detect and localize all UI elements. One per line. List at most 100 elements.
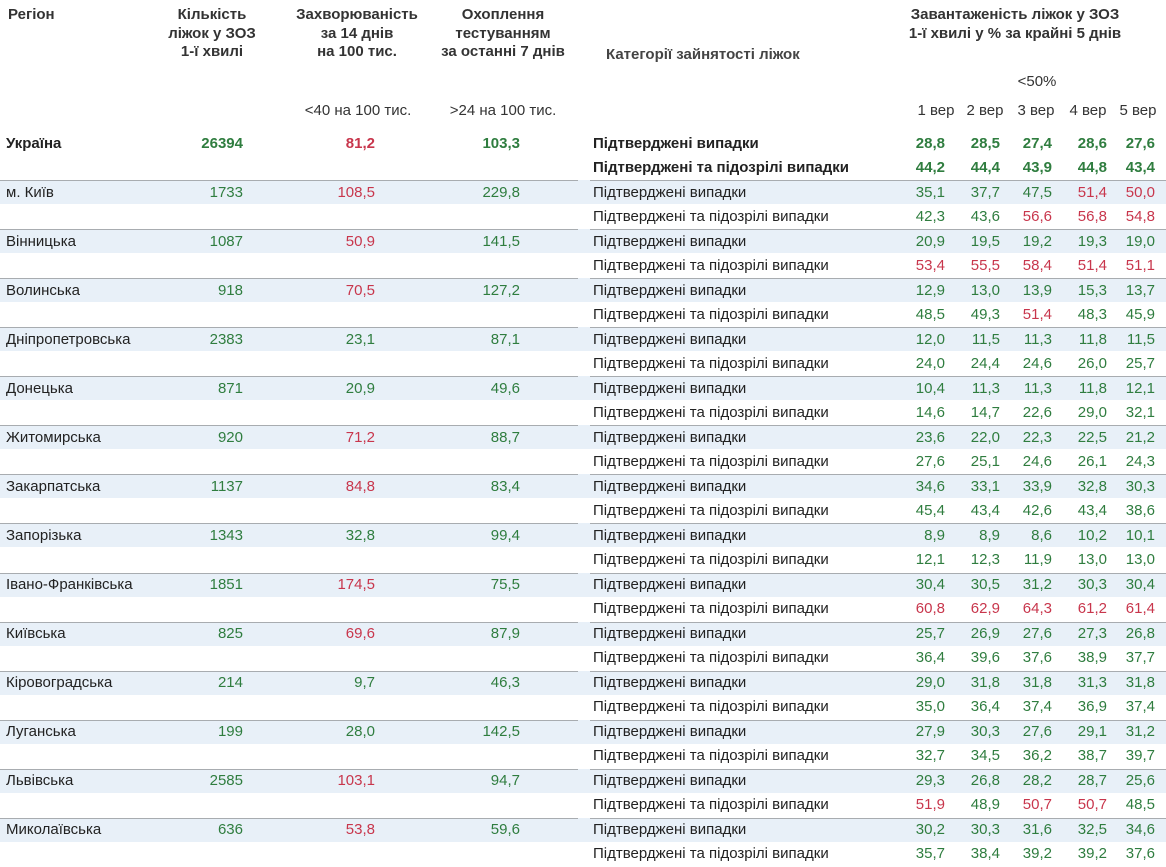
region-name: Луганська	[6, 723, 76, 741]
row-separator	[590, 817, 1166, 819]
cell-beds: 1087	[209, 232, 243, 250]
load-value: 10,1	[1125, 526, 1155, 544]
cell-beds: 2585	[209, 772, 243, 790]
load-value: 25,7	[915, 625, 945, 643]
row-band	[0, 719, 1166, 744]
load-value: 34,6	[1125, 821, 1155, 839]
row-separator	[590, 376, 1166, 378]
load-value: 32,5	[1077, 821, 1107, 839]
load-value: 24,4	[970, 354, 1000, 372]
load-value: 45,4	[915, 501, 945, 519]
load-value: 27,9	[915, 723, 945, 741]
row-separator	[0, 621, 578, 623]
threshold-incidence: <40 на 100 тис.	[304, 102, 412, 119]
load-value: 37,6	[1125, 845, 1155, 863]
category-label: Підтверджені та підозрілі випадки	[593, 305, 829, 323]
region-name: м. Київ	[6, 183, 54, 201]
region-name: Київська	[6, 625, 66, 643]
load-value: 39,2	[1077, 845, 1107, 863]
load-value: 54,8	[1125, 207, 1155, 225]
region-name: Кіровоградська	[6, 674, 113, 692]
load-value: 21,2	[1125, 428, 1155, 446]
load-value: 19,3	[1077, 232, 1107, 250]
category-label: Підтверджені та підозрілі випадки	[593, 207, 829, 225]
load-value: 12,9	[915, 281, 945, 299]
header-beds: ліжок у ЗОЗ	[168, 24, 256, 42]
load-value: 30,2	[915, 821, 945, 839]
category-label: Підтверджені та підозрілі випадки	[593, 256, 829, 274]
category-label: Підтверджені випадки	[593, 428, 747, 446]
cell-incidence: 103,1	[337, 772, 375, 790]
load-value: 34,6	[915, 477, 945, 495]
row-separator	[590, 572, 1166, 574]
load-value: 19,5	[970, 232, 1000, 250]
header-testing: Охоплення	[461, 6, 545, 23]
load-value: 39,6	[970, 649, 1000, 667]
load-value: 37,7	[1125, 649, 1155, 667]
load-value: 30,5	[970, 576, 1000, 594]
load-value: 30,3	[1077, 576, 1107, 594]
header-incidence: на 100 тис.	[317, 43, 397, 60]
cell-incidence: 71,2	[345, 428, 375, 446]
load-value: 64,3	[1022, 600, 1052, 618]
row-separator	[0, 817, 578, 819]
load-value: 31,2	[1125, 723, 1155, 741]
load-value: 31,8	[970, 674, 1000, 692]
row-separator	[590, 621, 1166, 623]
category-label: Підтверджені та підозрілі випадки	[593, 354, 829, 372]
category-label: Підтверджені випадки	[593, 134, 759, 152]
load-value: 26,9	[970, 625, 1000, 643]
row-separator	[0, 719, 578, 721]
region-name: Вінницька	[6, 232, 76, 250]
cell-testing: 87,1	[490, 330, 520, 348]
load-value: 8,6	[1031, 526, 1052, 544]
category-label: Підтверджені випадки	[593, 379, 747, 397]
row-separator	[590, 768, 1166, 770]
cell-beds: 1343	[209, 526, 243, 544]
load-value: 22,6	[1022, 403, 1052, 421]
cell-testing: 141,5	[482, 232, 520, 250]
cell-beds: 636	[217, 821, 243, 839]
region-name: Івано-Франківська	[6, 576, 133, 594]
cell-beds: 214	[217, 674, 243, 692]
category-label: Підтверджені та підозрілі випадки	[593, 452, 829, 470]
load-value: 56,8	[1077, 207, 1107, 225]
load-value: 22,3	[1022, 428, 1052, 446]
load-value: 30,4	[915, 576, 945, 594]
category-label: Підтверджені та підозрілі випадки	[593, 550, 829, 568]
region-name: Запорізька	[6, 526, 82, 544]
cell-incidence: 32,8	[345, 526, 375, 544]
cell-incidence: 23,1	[345, 330, 375, 348]
load-value: 37,7	[970, 183, 1000, 201]
cell-incidence: 108,5	[337, 183, 375, 201]
cell-incidence: 28,0	[345, 723, 375, 741]
cell-testing: 83,4	[490, 477, 520, 495]
load-value: 58,4	[1022, 256, 1052, 274]
header-testing: за останні 7 днів	[441, 43, 565, 60]
load-value: 42,3	[915, 207, 945, 225]
region-name: Закарпатська	[6, 477, 101, 495]
cell-beds: 1851	[209, 576, 243, 594]
load-value: 25,7	[1125, 354, 1155, 372]
row-separator	[0, 376, 578, 378]
header-beds: 1-ї хвилі	[180, 43, 244, 60]
load-value: 27,3	[1077, 625, 1107, 643]
cell-testing: 46,3	[490, 674, 520, 692]
load-value: 49,3	[970, 305, 1000, 323]
region-name: Україна	[6, 134, 62, 152]
cell-incidence: 50,9	[345, 232, 375, 250]
load-value: 43,6	[970, 207, 1000, 225]
region-name: Житомирська	[6, 428, 101, 446]
load-value: 25,1	[970, 452, 1000, 470]
load-value: 38,9	[1077, 649, 1107, 667]
load-value: 31,2	[1022, 576, 1052, 594]
load-value: 48,5	[1125, 796, 1155, 814]
row-band	[0, 180, 1166, 204]
load-value: 19,2	[1022, 232, 1052, 250]
header-beds: Кількість	[177, 6, 247, 23]
load-value: 28,2	[1022, 772, 1052, 790]
row-separator	[0, 327, 578, 329]
threshold-testing: >24 на 100 тис.	[449, 102, 557, 119]
load-value: 53,4	[915, 256, 945, 274]
category-label: Підтверджені та підозрілі випадки	[593, 747, 829, 765]
